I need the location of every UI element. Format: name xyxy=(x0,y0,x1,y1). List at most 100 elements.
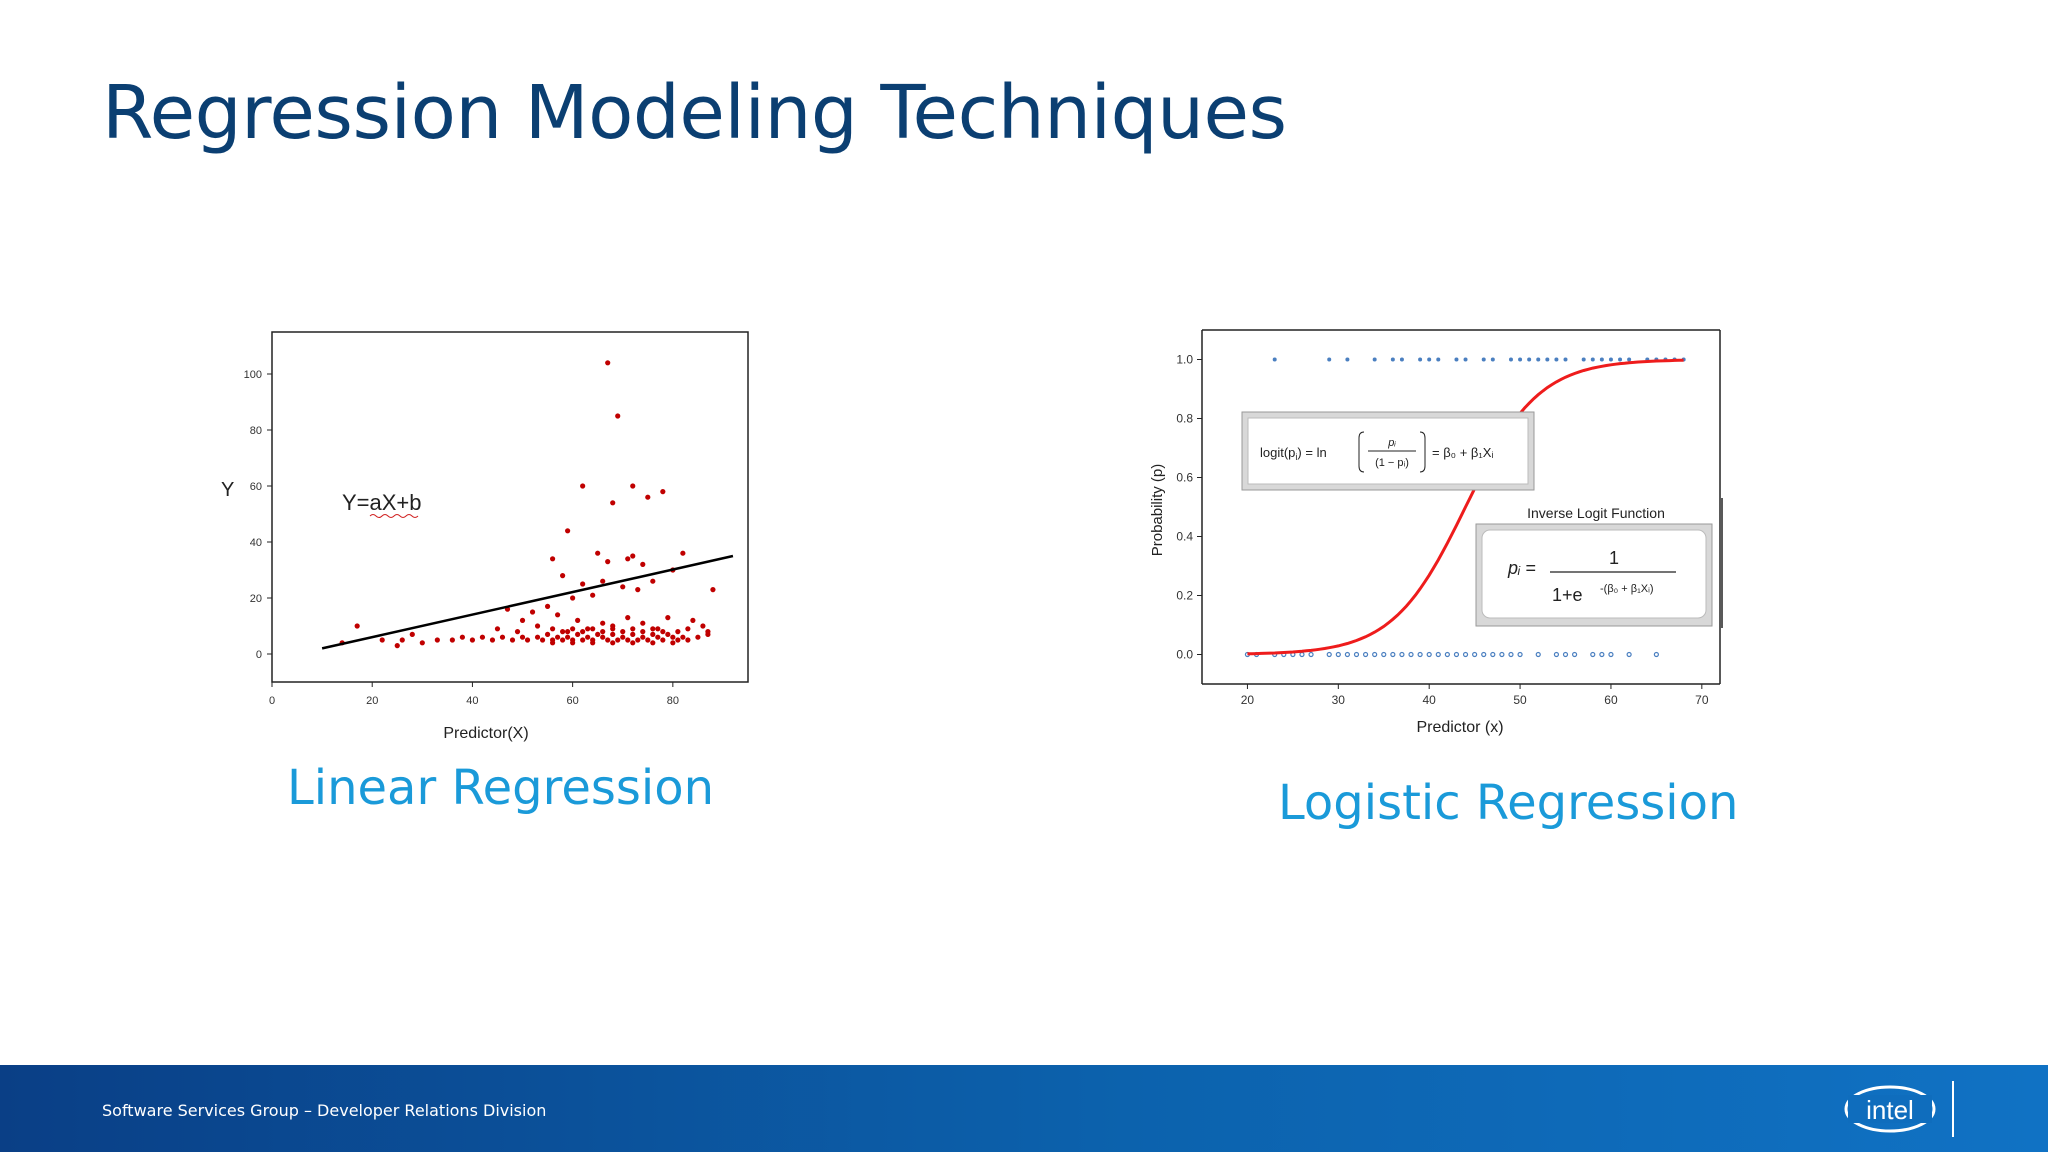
logistic-chart-svg: 20 30 40 50 60 70 0.0 0.2 0.4 0.6 0.8 1.0 Probabili… xyxy=(1149,329,1723,736)
linear-data-point xyxy=(575,617,581,623)
logistic-point-y0 xyxy=(1335,651,1341,658)
linear-chart-svg: 0 20 40 60 80 0 20 40 60 80 100 Y Predictor(X) Y=a… xyxy=(221,331,749,742)
linear-y-axis-label: Y xyxy=(221,479,234,501)
logistic-point-y0 xyxy=(1626,651,1632,658)
linear-data-point xyxy=(565,528,571,534)
logistic-point-y0 xyxy=(1417,651,1423,658)
logistic-point-y0 xyxy=(1344,651,1351,658)
linear-data-point xyxy=(434,637,440,643)
linear-y-tick-label: 40 xyxy=(250,537,262,549)
linear-data-point xyxy=(494,626,501,632)
logistic-point-y1 xyxy=(1390,357,1395,362)
logistic-point-y0 xyxy=(1562,651,1569,658)
logistic-point-y0 xyxy=(1299,651,1305,658)
linear-data-point xyxy=(590,640,596,646)
intel-logo: intel xyxy=(1844,1085,1936,1133)
linear-data-point xyxy=(655,626,661,632)
logistic-point-y0 xyxy=(1508,651,1514,658)
linear-y-tick-label: 20 xyxy=(250,593,262,605)
linear-data-point xyxy=(555,612,561,618)
linear-data-point xyxy=(595,631,601,637)
linear-data-point xyxy=(379,637,385,643)
linear-data-point xyxy=(615,637,621,643)
linear-data-point xyxy=(580,581,586,587)
logistic-y-tick-label: 1.0 xyxy=(1176,353,1193,367)
linear-x-tick-label: 0 xyxy=(269,695,275,707)
logistic-point-y0 xyxy=(1653,651,1659,658)
logistic-point-y1 xyxy=(1272,357,1277,362)
linear-data-point xyxy=(625,556,631,562)
linear-plot-frame xyxy=(271,331,749,683)
intel-logo-backing xyxy=(1848,1095,1932,1123)
linear-data-point xyxy=(710,587,716,593)
linear-regression-chart: 0 20 40 60 80 0 20 40 60 80 100 Y Predictor(X) Y=a… xyxy=(200,320,760,760)
linear-data-point xyxy=(645,637,651,643)
linear-data-point xyxy=(670,640,676,646)
linear-data-point xyxy=(635,587,641,593)
logistic-point-y0 xyxy=(1462,651,1469,658)
logistic-point-y0 xyxy=(1399,651,1405,658)
linear-data-point xyxy=(650,631,656,637)
linear-data-point xyxy=(620,634,626,640)
linear-data-point xyxy=(570,626,576,632)
linear-data-point xyxy=(675,629,681,635)
linear-data-point xyxy=(700,623,706,629)
logistic-point-y0 xyxy=(1444,651,1450,658)
linear-data-point xyxy=(640,634,646,640)
linear-x-axis-label: Predictor(X) xyxy=(443,725,528,742)
logistic-x-tick-label: 70 xyxy=(1695,693,1709,707)
linear-data-point xyxy=(600,578,606,584)
logistic-point-y1 xyxy=(1518,357,1523,362)
logistic-x-axis-label: Predictor (x) xyxy=(1416,719,1503,736)
logistic-point-y1 xyxy=(1581,357,1586,362)
linear-data-point xyxy=(565,634,571,640)
linear-data-point xyxy=(529,609,536,615)
logistic-point-y0 xyxy=(1590,651,1596,658)
logistic-curve xyxy=(1247,358,1684,656)
linear-data-point xyxy=(655,634,661,640)
linear-data-point xyxy=(419,640,425,646)
linear-data-point xyxy=(560,629,566,635)
inverse-lhs: pᵢ = xyxy=(1507,558,1536,578)
linear-data-point xyxy=(630,631,636,637)
inverse-numerator: 1 xyxy=(1609,548,1619,568)
linear-data-point xyxy=(640,629,646,635)
logistic-point-y0 xyxy=(1390,651,1396,658)
linear-data-point xyxy=(570,640,576,646)
linear-data-point xyxy=(625,637,631,643)
logistic-point-y1 xyxy=(1454,357,1459,362)
linear-data-point xyxy=(595,550,601,556)
logistic-point-y1 xyxy=(1372,357,1377,362)
logistic-y-axis-label: Probability (p) xyxy=(1149,464,1166,557)
linear-data-point xyxy=(630,640,636,646)
linear-data-point xyxy=(620,629,626,635)
logistic-point-y0 xyxy=(1535,651,1541,658)
linear-x-tick-label: 20 xyxy=(366,695,378,707)
linear-data-point xyxy=(640,561,646,567)
logistic-x-tick-label: 40 xyxy=(1423,693,1437,707)
linear-y-tick-label: 0 xyxy=(256,649,262,661)
logistic-point-y1 xyxy=(1627,357,1632,362)
linear-data-point xyxy=(519,617,526,623)
linear-data-point xyxy=(590,592,596,598)
linear-data-point xyxy=(409,631,415,637)
logistic-point-y0 xyxy=(1599,651,1605,658)
linear-equation-annotation: Y=aX+b xyxy=(342,490,422,515)
logit-right-bracket xyxy=(1419,431,1426,473)
spellcheck-underline xyxy=(369,514,419,518)
linear-data-point xyxy=(685,637,691,643)
logistic-point-y0 xyxy=(1435,651,1441,658)
logistic-y-tick-label: 0.2 xyxy=(1176,589,1193,603)
logistic-point-y0 xyxy=(1408,651,1414,658)
logistic-point-y0 xyxy=(1490,651,1496,658)
footer-bar: Software Services Group – Developer Rela… xyxy=(0,1065,2048,1152)
logistic-x-tick-label: 20 xyxy=(1241,693,1255,707)
logit-beta-expression: = β₀ + β₁Xᵢ xyxy=(1432,445,1493,460)
logistic-point-y0 xyxy=(1381,651,1387,658)
linear-y-tick-label: 60 xyxy=(250,481,262,493)
linear-y-tick-label: 100 xyxy=(244,369,262,381)
linear-data-point xyxy=(580,637,586,643)
linear-data-point xyxy=(695,634,701,640)
linear-x-tick-label: 60 xyxy=(567,695,579,707)
logistic-point-y1 xyxy=(1527,357,1532,362)
